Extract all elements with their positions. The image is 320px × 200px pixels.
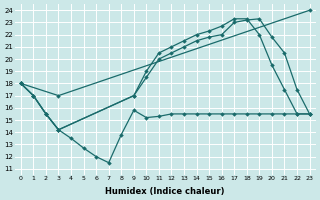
X-axis label: Humidex (Indice chaleur): Humidex (Indice chaleur)	[106, 187, 225, 196]
